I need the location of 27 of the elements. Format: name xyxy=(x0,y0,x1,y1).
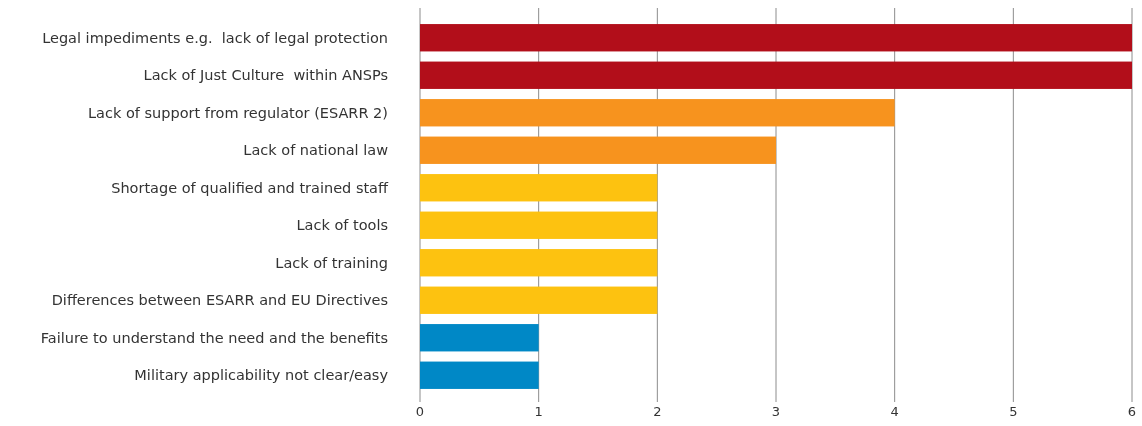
bar xyxy=(420,211,658,239)
y-tick-label: Failure to understand the need and the benefits xyxy=(40,329,388,346)
bar xyxy=(420,61,1132,89)
y-tick-label: Differences between ESARR and EU Directives xyxy=(51,292,388,309)
y-tick-label: Lack of Just Culture within ANSPs xyxy=(143,67,388,84)
bar xyxy=(420,99,895,127)
x-tick-label: 5 xyxy=(1009,404,1018,419)
y-tick-label: Legal impediments e.g. lack of legal protection xyxy=(42,29,388,46)
y-tick-label: Lack of support from regulator (ESARR 2) xyxy=(87,104,388,121)
bar xyxy=(420,174,658,202)
bar xyxy=(420,286,658,314)
x-tick-label: 1 xyxy=(534,404,543,419)
x-tick-label: 0 xyxy=(415,404,425,419)
y-tick-label: Military applicability not clear/easy xyxy=(134,367,389,384)
y-tick-label: Shortage of qualified and trained staff xyxy=(111,179,390,196)
bar xyxy=(420,136,776,164)
bar xyxy=(420,24,1132,52)
y-tick-label: Lack of tools xyxy=(296,217,388,234)
bar xyxy=(420,249,658,277)
y-tick-label: Lack of training xyxy=(275,254,388,271)
x-tick-label: 2 xyxy=(653,404,662,419)
x-tick-label: 6 xyxy=(1127,404,1137,419)
x-tick-label: 3 xyxy=(771,404,781,419)
y-tick-label: Lack of national law xyxy=(243,142,389,159)
bar xyxy=(420,361,539,389)
bar xyxy=(420,324,539,352)
x-tick-label: 4 xyxy=(890,404,899,419)
